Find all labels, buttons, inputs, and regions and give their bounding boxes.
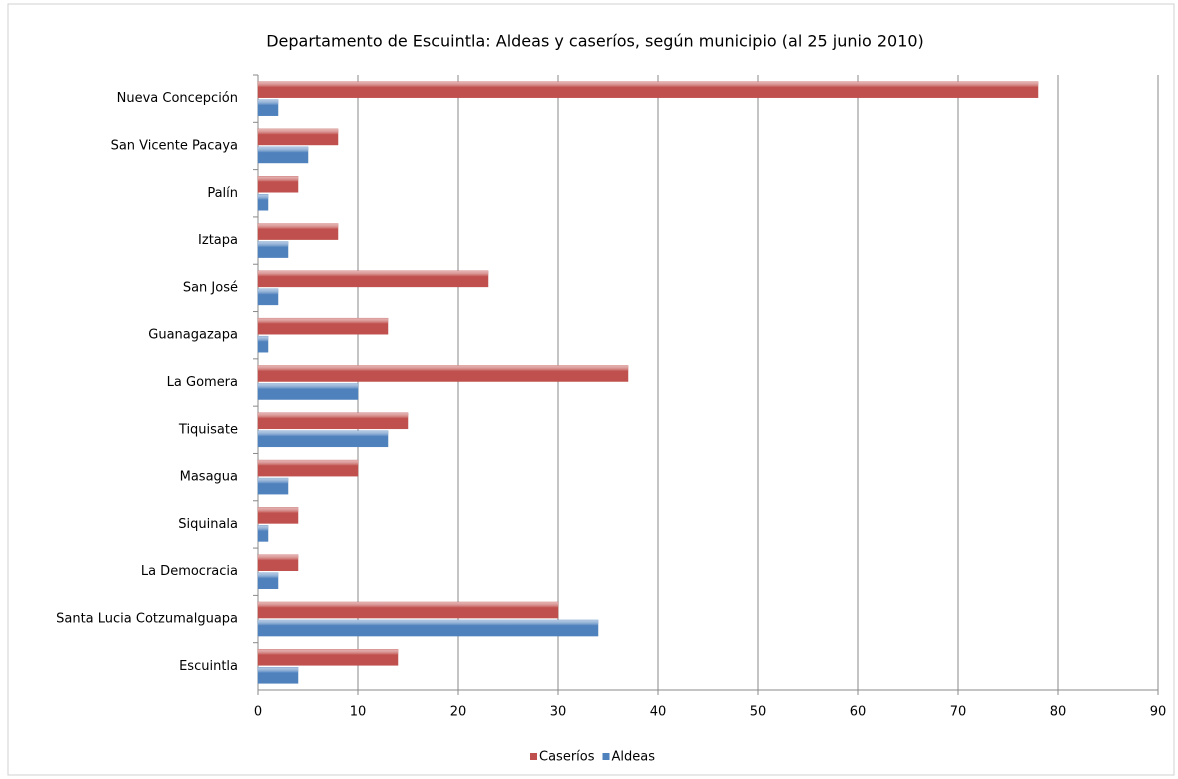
bar-shine [258, 336, 268, 353]
x-tick-label: 60 [850, 705, 867, 720]
y-tick-label: San Vicente Pacaya [111, 138, 238, 153]
bar-shine [258, 412, 408, 429]
chart-frame [7, 3, 1175, 776]
y-tick-label: Santa Lucia Cotzumalguapa [56, 612, 238, 627]
bar-shine [258, 554, 298, 571]
x-tick-label: 10 [350, 705, 367, 720]
x-tick-label: 90 [1150, 705, 1167, 720]
bar-shine [258, 176, 298, 193]
bar-shine [258, 572, 278, 589]
bar-shine [258, 667, 298, 684]
y-tick-label: Escuintla [179, 659, 238, 674]
legend-swatch [530, 753, 537, 760]
bar-shine [258, 241, 288, 258]
y-tick-label: Palín [207, 186, 238, 201]
x-tick-label: 20 [450, 705, 467, 720]
y-tick-label: San José [183, 280, 238, 295]
y-tick-label: Iztapa [198, 233, 238, 248]
bar-shine [258, 460, 358, 477]
legend-swatch [602, 753, 610, 760]
y-tick-label: La Gomera [167, 375, 238, 390]
bar-shine [258, 146, 308, 163]
bar-shine [258, 128, 338, 145]
bar-shine [258, 602, 558, 619]
x-tick-label: 30 [550, 705, 567, 720]
y-tick-label: Guanagazapa [148, 328, 238, 343]
x-tick-label: 0 [254, 705, 262, 720]
bar-shine [258, 223, 338, 240]
chart-title: Departamento de Escuintla: Aldeas y case… [266, 32, 924, 51]
bar-shine [258, 318, 388, 335]
bar-shine [258, 649, 398, 666]
y-tick-label: La Democracia [141, 564, 238, 579]
x-tick-label: 80 [1050, 705, 1067, 720]
legend-label: Aldeas [612, 750, 656, 765]
bar-shine [258, 507, 298, 524]
x-tick-label: 70 [950, 705, 967, 720]
bar-shine [258, 194, 268, 211]
legend-label: Caseríos [539, 750, 595, 765]
bar-shine [258, 365, 628, 382]
y-tick-label: Siquinala [178, 517, 238, 532]
y-tick-label: Nueva Concepción [117, 91, 238, 106]
bar-shine [258, 288, 278, 305]
bar-shine [258, 270, 488, 287]
x-tick-label: 50 [750, 705, 767, 720]
x-tick-label: 40 [650, 705, 667, 720]
bar-shine [258, 620, 598, 637]
bar-shine [258, 81, 1038, 98]
bar-shine [258, 478, 288, 495]
bar-shine [258, 383, 358, 400]
y-tick-label: Tiquisate [178, 422, 238, 437]
y-tick-label: Masagua [180, 470, 238, 485]
bar-shine [258, 430, 388, 447]
bar-shine [258, 99, 278, 116]
bar-shine [258, 525, 268, 542]
